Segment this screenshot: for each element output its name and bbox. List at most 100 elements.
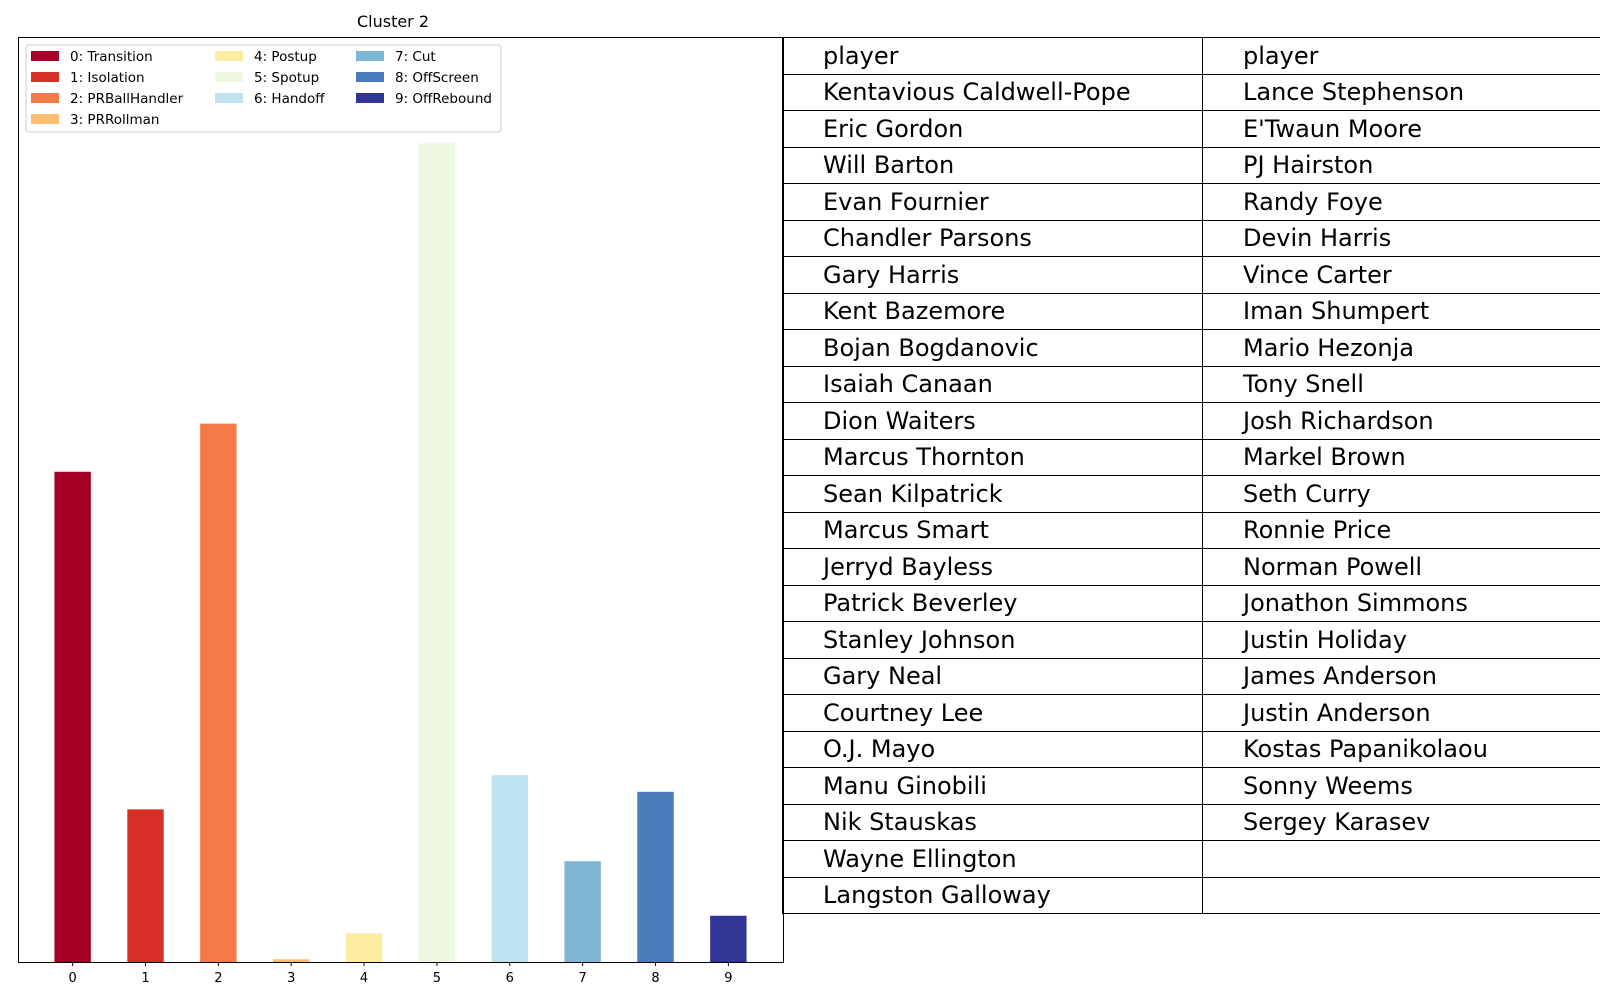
- table-row: Patrick Beverley Jonathon Simmons: [782, 584, 1600, 622]
- table-row: Marcus Thornton Markel Brown: [782, 438, 1600, 476]
- bar-9: [710, 915, 747, 962]
- table-cell: Lance Stephenson: [1202, 73, 1600, 111]
- legend-label-1: 1: Isolation: [70, 70, 145, 86]
- table-cell: Marcus Smart: [782, 511, 1203, 549]
- legend-swatch-1: [31, 72, 59, 82]
- table-cell: Courtney Lee: [782, 694, 1203, 732]
- table-cell: Eric Gordon: [782, 110, 1203, 148]
- table-cell: Kentavious Caldwell-Pope: [782, 73, 1203, 111]
- bar-5: [418, 143, 456, 962]
- table-cell: Manu Ginobili: [782, 767, 1203, 805]
- table-header-row: player player: [782, 37, 1600, 75]
- legend-frame: [25, 44, 502, 133]
- table-cell: Justin Anderson: [1202, 694, 1600, 732]
- table-cell: Kostas Papanikolaou: [1202, 730, 1600, 768]
- x-tick-label-5: 5: [433, 971, 441, 986]
- table-cell: Randy Foye: [1202, 183, 1600, 221]
- legend-swatch-0: [31, 51, 59, 61]
- bar-8: [637, 791, 674, 962]
- x-tick-label-7: 7: [579, 971, 587, 986]
- bar-chart: 0 1 2 3 4 5 6 7 8 9 0: Transition 1: Isolation 2: P…: [18, 37, 784, 986]
- table-cell: Ronnie Price: [1202, 511, 1600, 549]
- table-cell: Isaiah Canaan: [782, 365, 1203, 403]
- table-cell: Patrick Beverley: [782, 584, 1203, 622]
- table-cell: Seth Curry: [1202, 475, 1600, 513]
- table-row: Gary Neal James Anderson: [782, 657, 1600, 695]
- x-tick-label-3: 3: [287, 971, 295, 986]
- x-tick-label-0: 0: [69, 971, 77, 986]
- legend-label-0: 0: Transition: [70, 49, 153, 65]
- table-cell: Devin Harris: [1202, 219, 1600, 257]
- table-cell: Evan Fournier: [782, 183, 1203, 221]
- table-cell: Dion Waiters: [782, 402, 1203, 440]
- legend: 0: Transition 1: Isolation 2: PRBallHandle…: [25, 44, 502, 133]
- table-cell: Justin Holiday: [1202, 621, 1600, 659]
- table-cell: E'Twaun Moore: [1202, 110, 1600, 148]
- table-cell: Chandler Parsons: [782, 219, 1203, 257]
- table-row: Nik Stauskas Sergey Karasev: [782, 803, 1600, 841]
- table-cell: Langston Galloway: [782, 876, 1203, 914]
- table-cell: Sonny Weems: [1202, 767, 1600, 805]
- table-row: Langston Galloway: [782, 876, 1600, 914]
- legend-swatch-8: [356, 72, 384, 82]
- table-row: Sean Kilpatrick Seth Curry: [782, 475, 1600, 513]
- bar-3: [273, 959, 310, 962]
- table-row: Dion Waiters Josh Richardson: [782, 402, 1600, 440]
- legend-label-7: 7: Cut: [395, 49, 436, 65]
- legend-swatch-5: [215, 72, 243, 82]
- table-cell: Bojan Bogdanovic: [782, 329, 1203, 367]
- legend-label-3: 3: PRRollman: [70, 112, 159, 128]
- table-cell: Josh Richardson: [1202, 402, 1600, 440]
- table-cell: Iman Shumpert: [1202, 292, 1600, 330]
- table-row: Jerryd Bayless Norman Powell: [782, 548, 1600, 586]
- player-table: player player Kentavious Caldwell-Pope Lanc…: [782, 37, 1600, 962]
- table-cell: Wayne Ellington: [782, 840, 1203, 878]
- table-row: Gary Harris Vince Carter: [782, 256, 1600, 294]
- x-tick-label-9: 9: [724, 971, 732, 986]
- table-header-cell: player: [1202, 37, 1600, 75]
- table-row: Isaiah Canaan Tony Snell: [782, 365, 1600, 403]
- legend-swatch-6: [215, 93, 243, 103]
- table-cell: Will Barton: [782, 146, 1203, 184]
- legend-label-2: 2: PRBallHandler: [70, 91, 184, 107]
- table-cell: Marcus Thornton: [782, 438, 1203, 476]
- table-row: O.J. Mayo Kostas Papanikolaou: [782, 730, 1600, 768]
- table-cell: [1202, 840, 1600, 878]
- legend-swatch-4: [215, 51, 243, 61]
- table-header-cell: player: [782, 37, 1203, 75]
- table-row: Manu Ginobili Sonny Weems: [782, 767, 1600, 805]
- legend-label-9: 9: OffRebound: [395, 91, 492, 107]
- table-cell: Tony Snell: [1202, 365, 1600, 403]
- table-row: Eric Gordon E'Twaun Moore: [782, 110, 1600, 148]
- bar-1: [127, 809, 164, 962]
- table-cell: [1202, 876, 1600, 914]
- table-row: Will Barton PJ Hairston: [782, 146, 1600, 184]
- x-tick-label-4: 4: [360, 971, 368, 986]
- legend-swatch-2: [31, 93, 59, 103]
- table-cell: James Anderson: [1202, 657, 1600, 695]
- table-row: Bojan Bogdanovic Mario Hezonja: [782, 329, 1600, 367]
- bar-0: [54, 471, 91, 962]
- table-row: Chandler Parsons Devin Harris: [782, 219, 1600, 257]
- bar-7: [564, 861, 601, 962]
- chart-title: Cluster 2: [356, 12, 430, 31]
- table-cell: Markel Brown: [1202, 438, 1600, 476]
- table-cell: Jerryd Bayless: [782, 548, 1203, 586]
- table-cell: PJ Hairston: [1202, 146, 1600, 184]
- bars-group: [54, 143, 747, 962]
- table-row: Evan Fournier Randy Foye: [782, 183, 1600, 221]
- table-row: Wayne Ellington: [782, 840, 1600, 878]
- table-row: Courtney Lee Justin Anderson: [782, 694, 1600, 732]
- table-cell: Sergey Karasev: [1202, 803, 1600, 841]
- x-tick-label-1: 1: [141, 971, 149, 986]
- legend-label-6: 6: Handoff: [254, 91, 325, 107]
- legend-label-5: 5: Spotup: [254, 70, 319, 86]
- table-cell: Norman Powell: [1202, 548, 1600, 586]
- table-cell: Mario Hezonja: [1202, 329, 1600, 367]
- legend-swatch-7: [356, 51, 384, 61]
- table-row: Marcus Smart Ronnie Price: [782, 511, 1600, 549]
- table-row: Stanley Johnson Justin Holiday: [782, 621, 1600, 659]
- legend-label-4: 4: Postup: [254, 49, 317, 65]
- table-cell: Gary Neal: [782, 657, 1203, 695]
- legend-swatch-3: [31, 114, 59, 124]
